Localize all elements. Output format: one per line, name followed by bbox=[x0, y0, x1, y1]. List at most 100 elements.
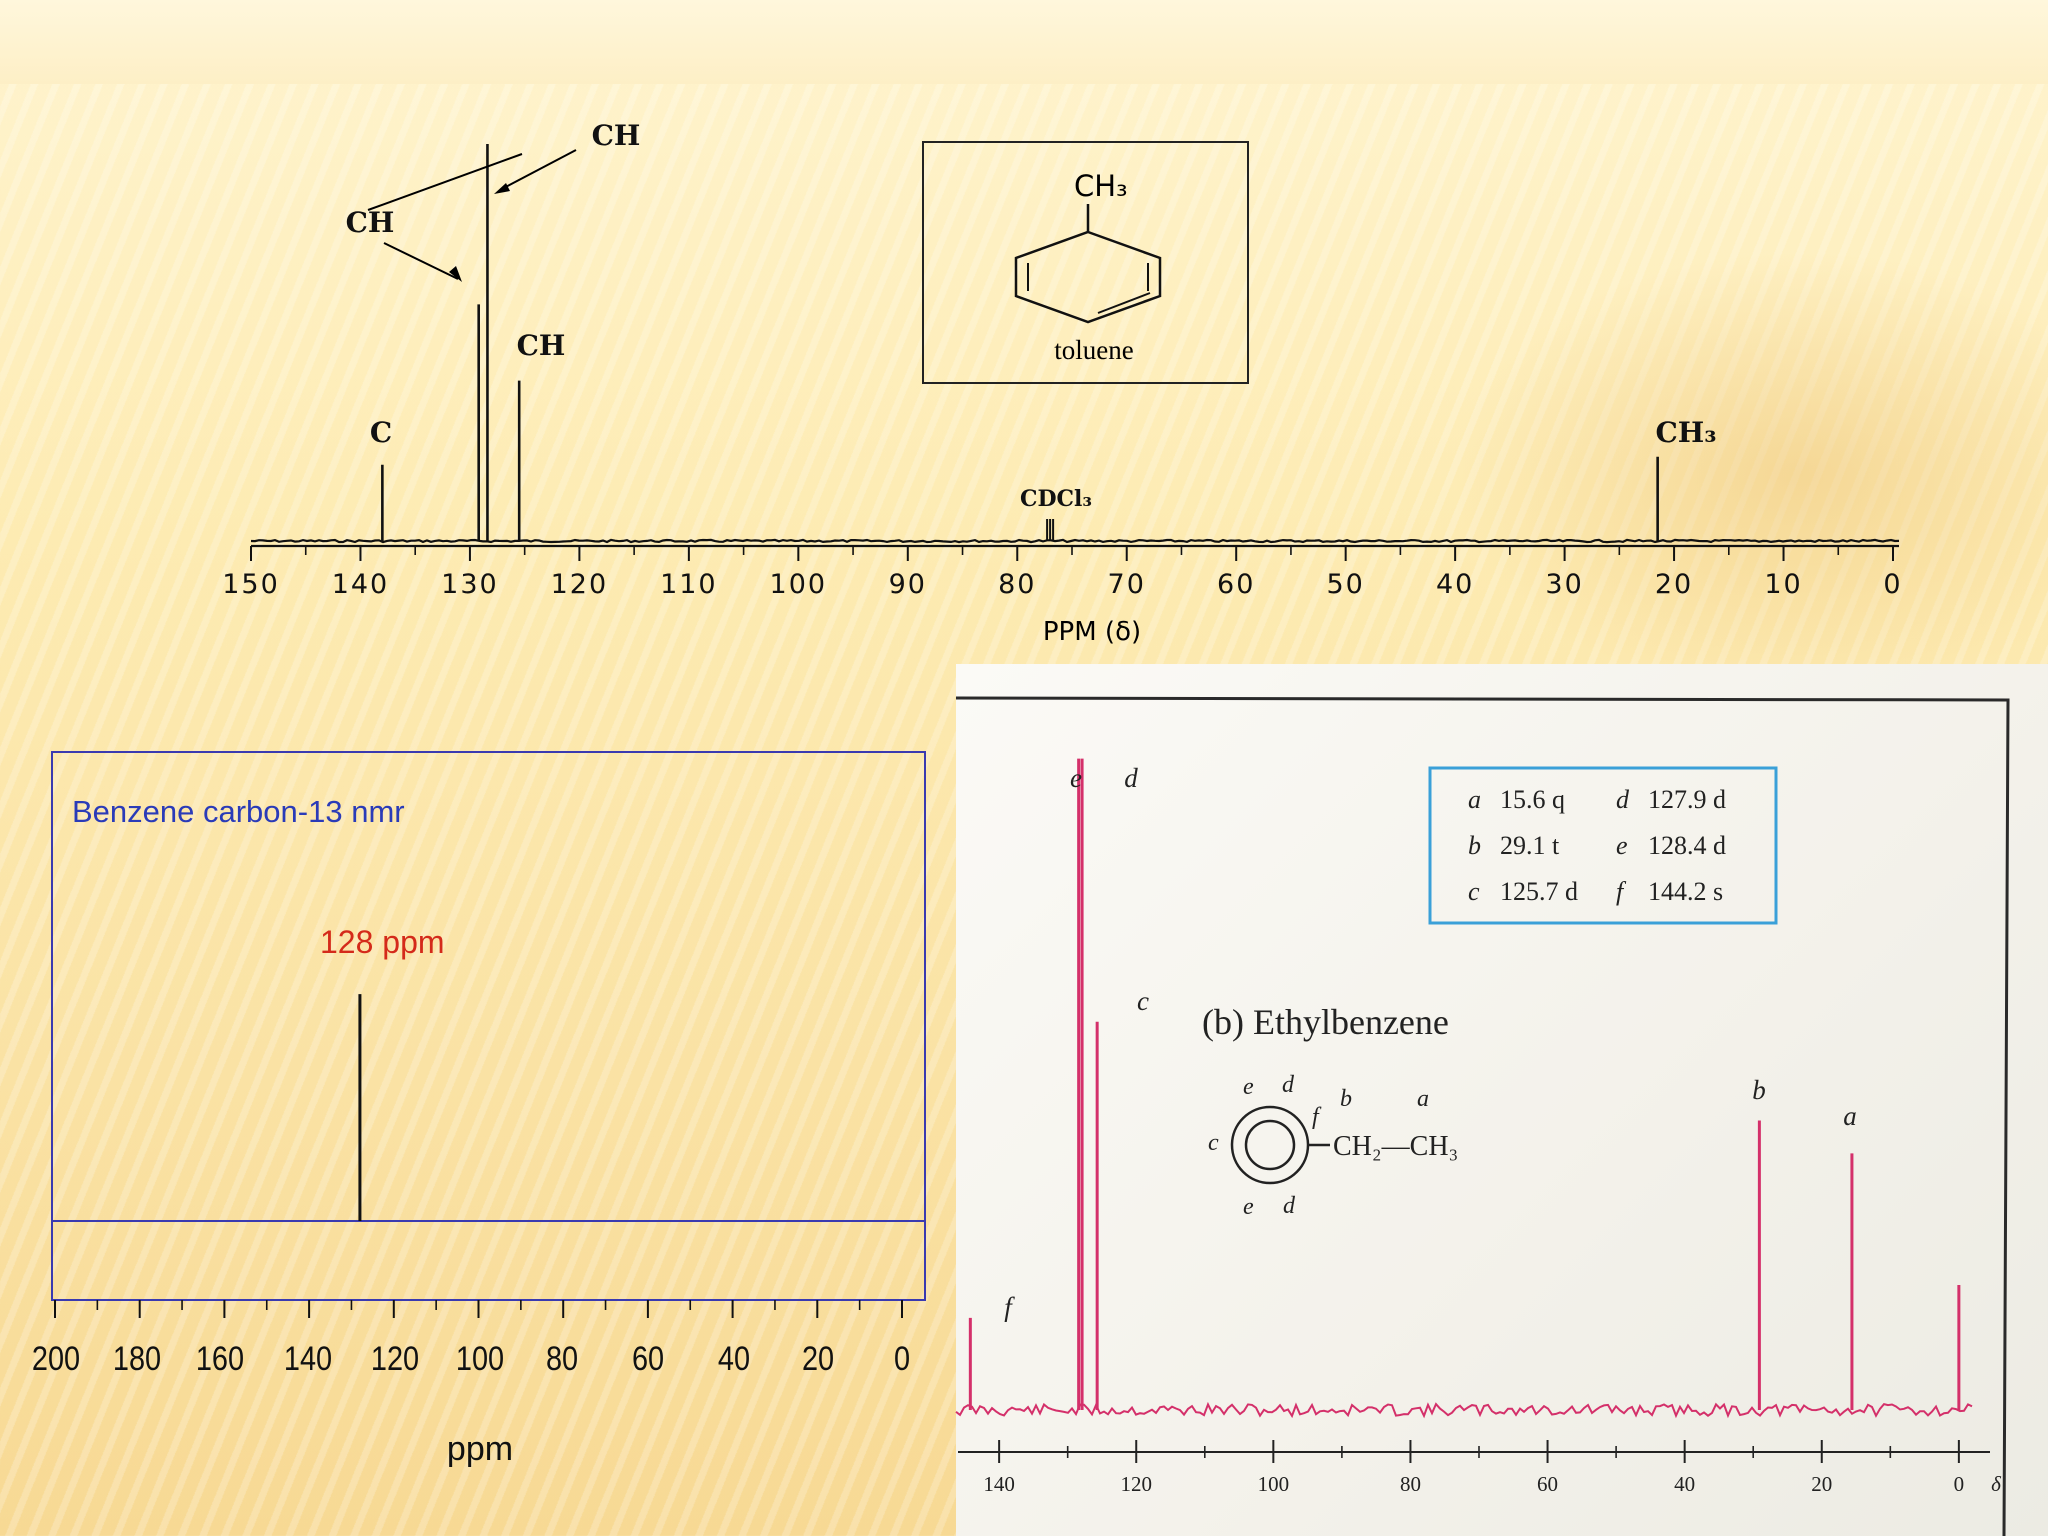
ethylbenzene-peak-label-a: a bbox=[1843, 1101, 1857, 1131]
toluene-peak-label-5: CH₃ bbox=[1655, 416, 1716, 449]
toluene-ticks: 150 140 130 120 110 100 90 80 70 60 50 40 30 20 10 0 bbox=[222, 546, 1902, 600]
toluene-tick-label-11: 40 bbox=[1436, 569, 1474, 600]
toluene-tick-label-12: 30 bbox=[1545, 569, 1583, 600]
ethylbenzene-tick-label-2: 100 bbox=[1258, 1472, 1290, 1496]
arrow-line-ch-1 bbox=[383, 242, 459, 280]
toluene-peaks bbox=[381, 144, 1659, 541]
ethylbenzene-photo bbox=[956, 664, 2048, 1536]
arrow-head-ch-1 bbox=[449, 266, 462, 282]
ethylbenzene-tick-label-3: 80 bbox=[1400, 1472, 1421, 1496]
ethylbenzene-peak-label-e: e bbox=[1070, 763, 1082, 793]
assignment-letter-b: b bbox=[1468, 831, 1481, 860]
benzene-tick-label-8: 40 bbox=[718, 1339, 750, 1378]
toluene-x-axis-label: PPM (δ) bbox=[1043, 617, 1141, 647]
structure-label-b: b bbox=[1340, 1086, 1352, 1112]
assignment-value-d: 127.9 d bbox=[1648, 785, 1726, 814]
ethylbenzene-ticks: 140 120 100 80 60 40 20 0 δ bbox=[958, 1440, 2002, 1496]
toluene-spectrum: 150 140 130 120 110 100 90 80 70 60 50 40 30 20 10 0 CC… bbox=[222, 119, 1902, 647]
ethylbenzene-peaks bbox=[955, 758, 1973, 1419]
ethylbenzene-peak-label-c: c bbox=[1137, 986, 1149, 1016]
assignment-letter-e: e bbox=[1616, 831, 1628, 860]
toluene-double-bond-3 bbox=[1097, 292, 1151, 314]
slide-top-band bbox=[0, 0, 2048, 84]
benzene-tick-label-5: 100 bbox=[456, 1339, 504, 1378]
ethylbenzene-tick-label-6: 20 bbox=[1811, 1472, 1832, 1496]
toluene-peak-label-1: CH bbox=[346, 206, 395, 239]
structure-label-d-bottom: d bbox=[1283, 1193, 1296, 1219]
toluene-peak-label-0: C bbox=[370, 416, 392, 449]
benzene-tick-label-9: 20 bbox=[802, 1339, 834, 1378]
toluene-tick-label-5: 100 bbox=[770, 569, 828, 600]
ethylbenzene-tick-label-5: 40 bbox=[1674, 1472, 1695, 1496]
toluene-peak-label-3: CH bbox=[517, 329, 566, 362]
benzene-tick-label-1: 180 bbox=[113, 1339, 161, 1378]
background-glow bbox=[1450, 250, 2048, 700]
toluene-tick-label-8: 70 bbox=[1108, 569, 1146, 600]
ethylbenzene-ring-inner bbox=[1244, 1119, 1296, 1171]
toluene-tick-label-4: 110 bbox=[660, 569, 718, 600]
toluene-tick-label-3: 120 bbox=[551, 569, 609, 600]
structure-label-f: f bbox=[1312, 1104, 1322, 1130]
toluene-tick-label-13: 20 bbox=[1655, 569, 1693, 600]
toluene-methyl-label: CH₃ bbox=[1074, 169, 1128, 203]
structure-label-e-top: e bbox=[1243, 1074, 1254, 1100]
toluene-tick-label-9: 60 bbox=[1217, 569, 1255, 600]
structure-label-e-bottom: e bbox=[1243, 1194, 1254, 1220]
toluene-peak-labels: C CH CH CH CDCl₃ CH₃ bbox=[346, 119, 1717, 512]
toluene-tick-label-14: 10 bbox=[1764, 569, 1802, 600]
benzene-tick-label-2: 160 bbox=[196, 1339, 244, 1378]
toluene-structure-box bbox=[922, 141, 1249, 384]
assignment-value-f: 144.2 s bbox=[1648, 877, 1723, 906]
toluene-tick-label-2: 130 bbox=[441, 569, 499, 600]
ethylbenzene-ring-outer bbox=[1230, 1105, 1310, 1185]
ethylbenzene-tick-label-0: 140 bbox=[983, 1472, 1015, 1496]
assignment-value-c: 125.7 d bbox=[1500, 877, 1578, 906]
toluene-tick-label-7: 80 bbox=[998, 569, 1036, 600]
benzene-tick-label-4: 120 bbox=[371, 1339, 419, 1378]
ethylbenzene-baseline-noise bbox=[955, 1401, 1973, 1419]
benzene-tick-label-3: 140 bbox=[284, 1339, 332, 1378]
assignment-letter-d: d bbox=[1616, 785, 1630, 814]
toluene-tick-label-1: 140 bbox=[332, 569, 390, 600]
ethylbenzene-tick-label-4: 60 bbox=[1537, 1472, 1558, 1496]
assignment-value-b: 29.1 t bbox=[1500, 831, 1560, 860]
benzene-ticks: 200 180 160 140 120 100 80 60 40 20 0 bbox=[32, 1299, 925, 1378]
toluene-benzene-ring bbox=[1014, 230, 1162, 324]
toluene-baseline-trace bbox=[250, 538, 1900, 544]
assignment-value-a: 15.6 q bbox=[1500, 785, 1565, 814]
toluene-tick-label-0: 150 bbox=[222, 569, 280, 600]
assignment-letter-c: c bbox=[1468, 877, 1480, 906]
arrow-line-ch-2 bbox=[499, 149, 577, 191]
structure-label-a: a bbox=[1417, 1086, 1429, 1112]
toluene-tick-label-15: 0 bbox=[1883, 569, 1902, 600]
benzene-x-axis-label: ppm bbox=[447, 1430, 513, 1468]
ethylbenzene-peak-label-f: f bbox=[1004, 1292, 1015, 1322]
toluene-peak-label-2: CH bbox=[592, 119, 641, 152]
arrow-shaft-ch-1 bbox=[367, 153, 523, 211]
benzene-chart-title: Benzene carbon-13 nmr bbox=[72, 794, 405, 829]
toluene-name-label: toluene bbox=[1054, 335, 1133, 365]
ethylbenzene-tick-label-7: 0 bbox=[1954, 1472, 1965, 1496]
toluene-baseline bbox=[250, 538, 1900, 548]
ethylbenzene-delta-label: δ bbox=[1991, 1472, 2002, 1496]
ethylbenzene-tick-label-1: 120 bbox=[1120, 1472, 1152, 1496]
benzene-tick-label-7: 60 bbox=[632, 1339, 664, 1378]
assignment-letter-f: f bbox=[1616, 877, 1627, 906]
benzene-tick-label-6: 80 bbox=[546, 1339, 578, 1378]
assignment-letter-a: a bbox=[1468, 785, 1481, 814]
toluene-peak-label-4: CDCl₃ bbox=[1020, 486, 1092, 512]
assignment-value-e: 128.4 d bbox=[1648, 831, 1726, 860]
toluene-tick-label-10: 50 bbox=[1326, 569, 1364, 600]
benzene-tick-label-10: 0 bbox=[894, 1339, 910, 1378]
ethylbenzene-peak-label-b: b bbox=[1752, 1075, 1766, 1105]
toluene-tick-label-6: 90 bbox=[889, 569, 927, 600]
ethylbenzene-peak-label-d: d bbox=[1124, 763, 1138, 793]
ethylbenzene-title: (b) Ethylbenzene bbox=[1202, 1002, 1449, 1042]
arrow-head-ch-2 bbox=[494, 183, 510, 194]
ethylbenzene-frame bbox=[955, 696, 2010, 1536]
ethylbenzene-assignment-box bbox=[1428, 766, 1778, 925]
